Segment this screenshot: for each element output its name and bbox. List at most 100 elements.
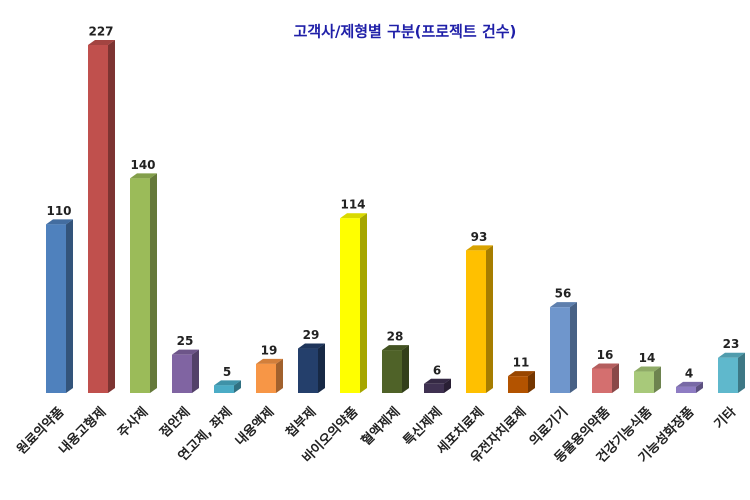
category-label: 주사제 [115,404,152,441]
bar-side-shade [486,245,493,393]
bar-top-shade [718,352,745,358]
value-label: 227 [88,25,113,39]
bar-side [318,343,325,393]
bar-side [612,363,619,393]
bar-top-shade [592,363,619,369]
bar-top [718,352,745,358]
bar-side-shade [360,213,367,393]
value-label: 23 [723,337,740,351]
bar-top [340,213,367,219]
category-label: 첩부제 [283,404,320,441]
bar-side-shade [276,358,283,393]
bar [424,383,444,393]
bar-side [360,213,367,393]
value-label: 114 [340,198,365,212]
value-label: 11 [513,356,530,370]
bar-side-shade [234,380,241,393]
bar [508,376,528,393]
value-label: 4 [685,366,693,380]
bar-top [256,358,283,364]
bar [340,218,360,393]
bar-top-shade [214,380,241,386]
category-label: 혈액제제 [358,404,403,449]
category-label: 내용액제 [232,404,277,449]
bar-side-shade [192,349,199,393]
bar-top [592,363,619,369]
bar-side [444,378,451,393]
bar-side [570,302,577,393]
value-label: 16 [597,348,614,362]
bar [130,178,150,393]
bar-top-shade [550,302,577,308]
value-label: 110 [46,204,71,218]
bar-top-shade [382,345,409,351]
bar-side-shade [696,381,703,393]
bar-top [214,380,241,386]
bar [634,371,654,393]
bar-top-shade [256,358,283,364]
bar-side [528,371,535,393]
bar [88,45,108,393]
category-label: 기타 [711,404,739,432]
value-label: 6 [433,363,441,377]
value-label: 29 [303,328,320,342]
value-label: 140 [130,158,155,172]
value-label: 19 [261,343,278,357]
bar-side [696,381,703,393]
bar-side-shade [528,371,535,393]
bar-top [634,366,661,372]
bar-side [486,245,493,393]
bar [718,357,738,393]
bar-top-shade [340,213,367,219]
bar-top [676,381,703,387]
bar-top [46,219,73,225]
bar-top [172,349,199,355]
bar-top-shade [130,173,157,179]
bar [214,385,234,393]
bar [382,350,402,393]
bar-side-shade [738,352,745,393]
bar-side-shade [444,378,451,393]
bar [592,368,612,393]
bar [172,354,192,393]
bar-top-shade [424,378,451,384]
value-label: 5 [223,365,231,379]
bar-side [276,358,283,393]
bar-side [108,40,115,393]
bar-top [130,173,157,179]
bar-top-shade [676,381,703,387]
bar-side [66,219,73,393]
bar-side-shade [570,302,577,393]
category-label: 점안제 [157,404,194,441]
bar-top [298,343,325,349]
bar-top-shade [88,40,115,45]
bar-side [234,380,241,393]
bar [46,224,66,393]
bar-side-shade [654,366,661,393]
value-label: 28 [387,330,404,344]
bar-side [738,352,745,393]
value-label: 14 [639,351,656,365]
bar-side-shade [150,173,157,393]
bar-side-shade [108,40,115,393]
bar [676,386,696,393]
bar-side-shade [612,363,619,393]
bar-top-shade [46,219,73,225]
bar-side-shade [66,219,73,393]
bar [466,250,486,393]
bar-side-shade [318,343,325,393]
bar-top [382,345,409,351]
bar-top [550,302,577,308]
value-label: 56 [555,287,572,301]
bar-side [402,345,409,393]
bar-top [508,371,535,377]
chart-title: 고객사/제형별 구분(프로젝트 건수) [294,23,517,41]
bar-top [424,378,451,384]
bar-side [150,173,157,393]
bar-side [654,366,661,393]
bar-top-shade [298,343,325,349]
bar-top-shade [466,245,493,251]
bar-side [192,349,199,393]
bar-top-shade [508,371,535,377]
bar-top-shade [634,366,661,372]
